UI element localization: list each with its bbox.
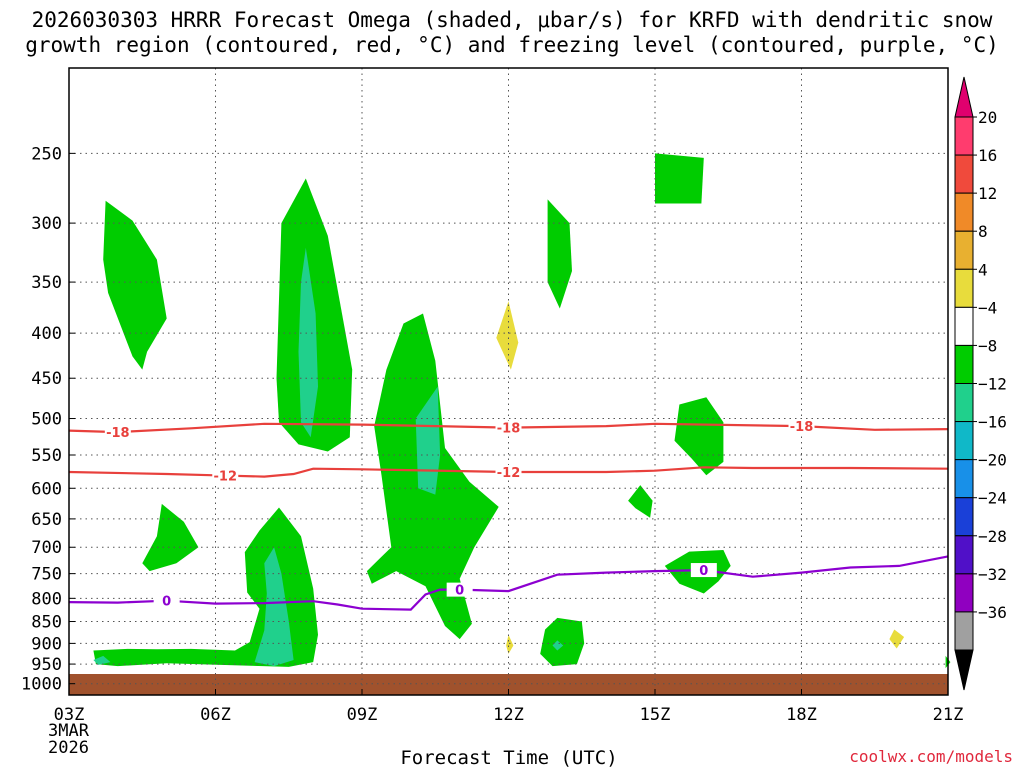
omega-region-14 xyxy=(552,640,564,651)
y-tick-label-600: 600 xyxy=(31,479,62,499)
contour-label-2-2: -12 xyxy=(497,466,521,481)
y-tick-label-850: 850 xyxy=(31,613,62,633)
colorbar-bottom-arrow xyxy=(954,649,974,691)
colorbar-bin-7 xyxy=(954,344,974,384)
y-tick-label-400: 400 xyxy=(31,324,62,344)
colorbar-bin-10 xyxy=(954,459,974,499)
contour-label-1-3: -18 xyxy=(790,420,814,435)
y-tick-label-650: 650 xyxy=(31,510,62,530)
omega-region-11 xyxy=(496,301,519,370)
colorbar-bin-11 xyxy=(954,497,974,537)
y-tick-label-700: 700 xyxy=(31,538,62,558)
y-tick-label-500: 500 xyxy=(31,410,62,430)
x-tick-label-09Z: 09Z xyxy=(347,705,378,725)
omega-region-19 xyxy=(889,629,905,649)
colorbar-label-12: −28 xyxy=(978,527,1007,546)
x-tick-label-03Z: 03Z xyxy=(54,705,85,725)
omega-region-13 xyxy=(540,617,585,667)
title-line-1: 2026030303 HRRR Forecast Omega (shaded, … xyxy=(32,8,993,32)
colorbar-bin-6 xyxy=(954,306,974,346)
contour-label-bg-1-1 xyxy=(104,425,131,440)
x-tick-label-12Z: 12Z xyxy=(493,705,524,725)
contour-label-bg-3-1 xyxy=(153,593,180,608)
y-tick-label-750: 750 xyxy=(31,565,62,585)
colorbar-label-5: 4 xyxy=(978,260,988,279)
x-date-line-2: 2026 xyxy=(48,738,89,758)
colorbar-bin-12 xyxy=(954,535,974,575)
colorbar-bin-9 xyxy=(954,421,974,461)
contour-label-bg-1-3 xyxy=(788,419,815,434)
colorbar-bin-2 xyxy=(954,154,974,194)
x-axis-title: Forecast Time (UTC) xyxy=(400,747,617,768)
omega-region-3 xyxy=(298,247,318,438)
contour-label-bg-2-1 xyxy=(212,468,239,483)
contour-label-1-1: -18 xyxy=(106,426,130,441)
omega-region-15 xyxy=(628,485,653,518)
contour-label-bg-2-2 xyxy=(495,464,522,479)
colorbar: 20 16 12 8 4 −4 −8 −12 −16 −20 −24 −28 −32 −36 xyxy=(954,76,1007,691)
y-axis: 2503003504004505005506006507007508008509… xyxy=(21,144,75,695)
contour-label-bg-3-3 xyxy=(690,563,717,578)
contour-label-bg-3-2 xyxy=(446,582,473,597)
x-tick-label-06Z: 06Z xyxy=(200,705,231,725)
colorbar-label-10: −20 xyxy=(978,451,1007,470)
y-tick-label-900: 900 xyxy=(31,634,62,654)
colorbar-label-13: −32 xyxy=(978,565,1007,584)
title-line-2: growth region (contoured, red, °C) and f… xyxy=(25,33,999,57)
omega-region-1 xyxy=(103,200,167,370)
x-date-line-1: 3MAR xyxy=(48,721,90,741)
omega-region-12 xyxy=(506,634,514,654)
colorbar-label-8: −12 xyxy=(978,375,1007,394)
colorbar-bin-14 xyxy=(954,611,974,651)
omega-region-16 xyxy=(655,153,704,204)
colorbar-label-6: −4 xyxy=(978,298,997,317)
omega-region-9 xyxy=(93,655,111,665)
y-tick-label-1000: 1000 xyxy=(21,675,62,695)
y-tick-label-250: 250 xyxy=(31,144,62,164)
colorbar-bin-13 xyxy=(954,573,974,613)
x-tick-label-15Z: 15Z xyxy=(640,705,671,725)
colorbar-bin-4 xyxy=(954,230,974,270)
colorbar-label-4: 8 xyxy=(978,222,988,241)
x-axis: 03Z 06Z 09Z 12Z 15Z 18Z 21Z xyxy=(54,689,964,725)
x-tick-label-18Z: 18Z xyxy=(786,705,817,725)
y-tick-label-350: 350 xyxy=(31,273,62,293)
colorbar-label-9: −16 xyxy=(978,413,1007,432)
contour-label-3-1: 0 xyxy=(162,595,171,610)
contour-lines: -18 -18 -18 -12 -12 0 0 0 xyxy=(68,419,949,611)
x-tick-label-21Z: 21Z xyxy=(933,705,964,725)
contour-label-1-2: -18 xyxy=(497,422,521,437)
contour-label-3-2: 0 xyxy=(455,584,464,599)
y-tick-label-950: 950 xyxy=(31,655,62,675)
y-tick-label-550: 550 xyxy=(31,446,62,466)
y-tick-label-800: 800 xyxy=(31,589,62,609)
contour-label-2-1: -12 xyxy=(214,470,238,485)
colorbar-label-14: −36 xyxy=(978,603,1007,622)
omega-region-17 xyxy=(674,397,724,476)
y-tick-label-300: 300 xyxy=(31,214,62,234)
omega-region-6 xyxy=(142,503,199,572)
colorbar-top-arrow xyxy=(954,76,974,118)
y-tick-label-450: 450 xyxy=(31,369,62,389)
colorbar-bin-3 xyxy=(954,192,974,232)
colorbar-bin-5 xyxy=(954,268,974,308)
contour-label-bg-1-2 xyxy=(495,420,522,435)
colorbar-label-2: 16 xyxy=(978,146,997,165)
colorbar-bin-8 xyxy=(954,383,974,423)
colorbar-label-7: −8 xyxy=(978,336,997,355)
omega-region-8 xyxy=(254,547,294,667)
omega-region-10 xyxy=(547,199,572,309)
colorbar-label-1: 20 xyxy=(978,108,997,127)
omega-region-5 xyxy=(415,386,441,495)
colorbar-bin-1 xyxy=(954,116,974,156)
colorbar-label-3: 12 xyxy=(978,184,997,203)
credit-link[interactable]: coolwx.com/models xyxy=(849,747,1013,766)
colorbar-label-11: −24 xyxy=(978,489,1007,508)
contour-label-3-3: 0 xyxy=(699,564,708,579)
